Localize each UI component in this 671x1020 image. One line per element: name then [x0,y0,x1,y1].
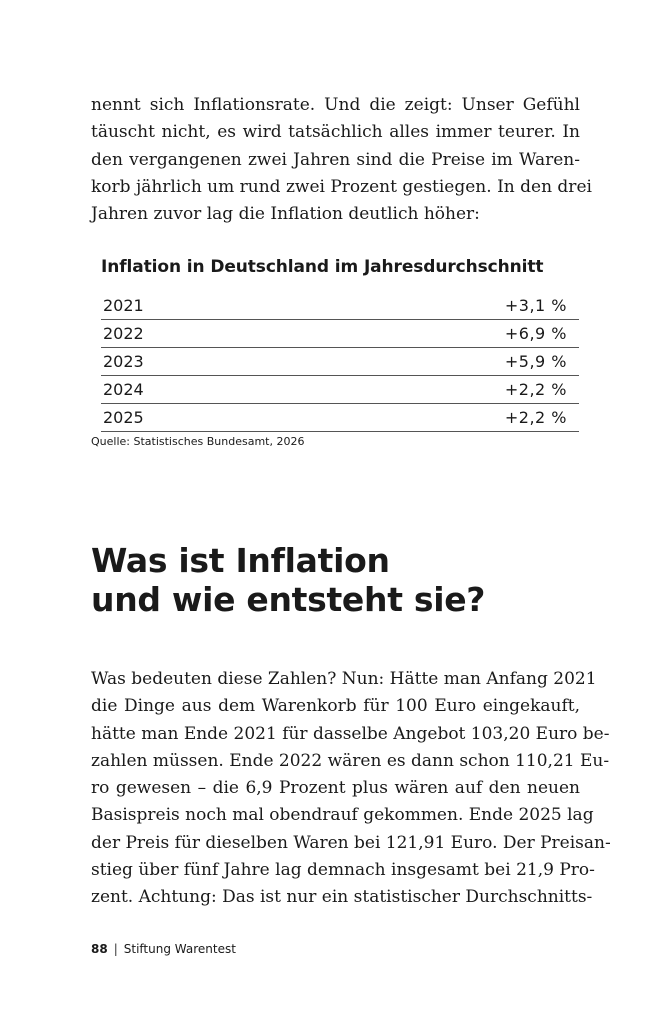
body-paragraph: Was bedeuten diese Zahlen? Nun: Hätte ma… [91,666,611,912]
text-line: nennt sich Inflationsrate. Und die zeigt… [91,95,580,115]
text-line: den vergangenen zwei Jahren sind die Pre… [91,149,580,170]
intro-paragraph: nennt sich Inflationsrate. Und die zeigt… [91,92,592,228]
year-cell: 2023 [103,352,144,371]
page-number: 88 [91,942,108,956]
year-cell: 2024 [103,380,144,399]
text-line: ro gewesen – die 6,9 Prozent plus wären … [91,778,580,799]
text-line: zahlen müssen. Ende 2022 wären es dann s… [91,750,610,771]
text-line: der Preis für dieselben Waren bei 121,91… [91,832,611,853]
rate-cell: +2,2 % [504,408,567,427]
heading-line: Was ist Inflation [91,541,390,580]
table-row: 2021 +3,1 % [101,292,579,320]
year-cell: 2025 [103,408,144,427]
text-line: Jahren zuvor lag die Inflation deutlich … [91,204,480,225]
rate-cell: +6,9 % [504,324,567,343]
text-line: korb jährlich um rund zwei Prozent gesti… [91,176,592,197]
text-line: zent. Achtung: Das ist nur ein statistis… [91,887,593,908]
rate-cell: +5,9 % [504,352,567,371]
text-line: Was bedeuten diese Zahlen? Nun: Hätte ma… [91,669,597,689]
rate-cell: +3,1 % [504,296,567,315]
text-line: die Dinge aus dem Warenkorb für 100 Euro… [91,696,580,717]
publisher-name: Stiftung Warentest [123,942,236,956]
text-line: täuscht nicht, es wird tatsächlich alles… [91,122,580,143]
table-row: 2022 +6,9 % [101,320,579,348]
year-cell: 2021 [103,296,144,315]
inflation-table: 2021 +3,1 % 2022 +6,9 % 2023 +5,9 % 2024… [101,292,579,432]
table-row: 2023 +5,9 % [101,348,579,376]
heading-line: und wie entsteht sie? [91,580,486,619]
rate-cell: +2,2 % [504,380,567,399]
section-heading: Was ist Inflation und wie entsteht sie? [91,541,485,619]
table-row: 2024 +2,2 % [101,376,579,404]
source-note: Quelle: Statistisches Bundesamt, 2026 [91,435,305,448]
page-footer: 88 | Stiftung Warentest [91,942,236,956]
text-line: stieg über fünf Jahre lag demnach insges… [91,860,595,881]
table-title: Inflation in Deutschland im Jahresdurchs… [101,257,544,277]
year-cell: 2022 [103,324,144,343]
table-row: 2025 +2,2 % [101,404,579,432]
text-line: hätte man Ende 2021 für dasselbe Angebot… [91,723,610,744]
text-line: Basispreis noch mal obendrauf gekommen. … [91,805,594,826]
footer-separator: | [113,942,118,956]
